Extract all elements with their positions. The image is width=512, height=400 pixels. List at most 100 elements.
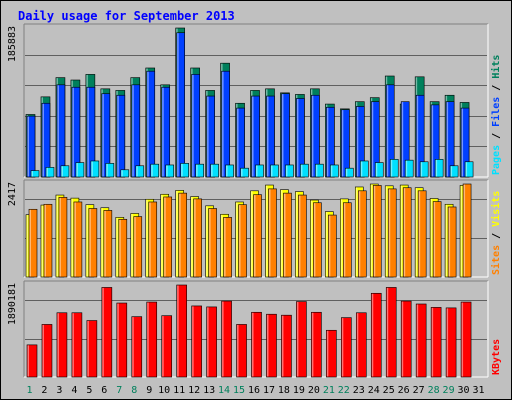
bar-pages-day-9 (150, 163, 160, 178)
bar-pages-day-17 (270, 164, 279, 178)
bar-highlight (29, 209, 31, 277)
bar-highlight (44, 204, 46, 277)
x-tick-label-day-22: 22 (338, 385, 350, 396)
bar-sites-day-18 (283, 192, 292, 278)
x-tick-label-day-2: 2 (41, 385, 47, 396)
bar-sites-day-1 (28, 208, 38, 278)
bar-kbytes-day-24 (370, 292, 382, 378)
legend-separator: / (491, 127, 502, 145)
bar-sites-day-4 (73, 201, 83, 278)
bar-highlight (239, 205, 241, 277)
bar-pages-day-11 (180, 163, 189, 178)
bar-highlight (313, 203, 316, 277)
bar-highlight (162, 87, 164, 177)
bar-sites-day-12 (193, 198, 202, 278)
x-tick-label-day-12: 12 (188, 385, 200, 396)
x-tick-label-day-17: 17 (263, 385, 275, 396)
bar-highlight (431, 105, 434, 177)
bar-kbytes-day-23 (355, 312, 367, 378)
bar-highlight (373, 185, 376, 277)
bar-sites-day-16 (253, 194, 262, 278)
bar-sites-day-13 (208, 208, 217, 278)
legend-pages: Pages (491, 145, 502, 175)
bar-pages-day-16 (255, 164, 264, 178)
bar-kbytes-day-22 (341, 317, 352, 378)
x-tick-label-day-8: 8 (131, 385, 137, 396)
bar-highlight (27, 345, 29, 377)
bar-kbytes-day-9 (146, 301, 158, 378)
bar-highlight (57, 85, 59, 177)
x-axis-day-labels: 1 2 3 4 5 6 7 8 9 10 11 12 13 14 15 16 17 18 19 20 21 22 23 24 2… (26, 385, 484, 396)
bar-highlight (89, 209, 91, 277)
bar-sites-day-5 (88, 208, 98, 278)
bar-highlight (340, 199, 343, 277)
x-tick-label-day-16: 16 (248, 385, 260, 396)
bar-highlight (149, 202, 151, 277)
bar-sites-day-22 (343, 202, 352, 278)
bar-highlight (328, 215, 331, 277)
bar-highlight (166, 165, 168, 177)
bar-highlight (221, 214, 223, 277)
bar-highlight (206, 206, 208, 277)
bar-highlight (386, 287, 389, 377)
bar-pages-day-22 (345, 167, 354, 178)
bar-pages-day-10 (165, 164, 175, 178)
bar-sites-day-14 (223, 217, 232, 278)
bar-highlight (420, 162, 423, 177)
bar-kbytes-day-8 (131, 316, 143, 378)
bar-highlight (463, 184, 466, 277)
bar-kbytes-day-19 (296, 301, 307, 378)
bar-highlight (86, 205, 88, 277)
bar-sites-day-19 (298, 194, 307, 278)
bar-highlight (237, 108, 239, 177)
bar-pages-day-8 (135, 165, 145, 178)
bar-kbytes-day-3 (56, 312, 68, 378)
bar-highlight (209, 209, 211, 277)
bar-kbytes-day-11 (176, 284, 187, 378)
bar-highlight (179, 193, 181, 277)
bar-highlight (358, 191, 361, 277)
bar-highlight (196, 164, 198, 177)
bar-highlight (295, 192, 298, 277)
bar-highlight (445, 204, 448, 277)
chart-panels: 185883 Pages / Files / Hits 2417 Sites / Vi… (7, 23, 502, 378)
bar-sites-day-20 (313, 202, 322, 278)
bar-highlight (57, 313, 59, 377)
bar-highlight (176, 190, 178, 277)
bar-sites-day-17 (268, 188, 277, 278)
bar-highlight (433, 202, 436, 277)
x-tick-label-day-29: 29 (443, 385, 455, 396)
bar-sites-day-2 (43, 203, 53, 278)
bar-pages-day-12 (195, 163, 204, 178)
x-tick-label-day-18: 18 (278, 385, 290, 396)
bar-kbytes-day-7 (116, 302, 128, 378)
bar-sites-day-9 (148, 201, 158, 278)
bar-sites-day-6 (103, 210, 113, 278)
bar-highlight (164, 197, 166, 277)
bar-highlight (72, 313, 74, 377)
bar-highlight (450, 166, 453, 177)
bar-highlight (256, 165, 258, 177)
bar-kbytes-day-15 (236, 324, 247, 378)
bar-highlight (27, 116, 29, 177)
bar-highlight (390, 159, 393, 177)
bar-highlight (266, 314, 269, 377)
bar-sites-day-28 (432, 201, 442, 278)
bar-pages-day-14 (225, 164, 234, 178)
bar-sites-day-3 (58, 197, 68, 278)
bar-highlight (91, 161, 93, 177)
bar-kbytes-day-29 (445, 307, 457, 378)
bar-highlight (87, 87, 89, 177)
bar-highlight (102, 94, 104, 177)
bar-highlight (461, 108, 464, 177)
x-tick-label-day-21: 21 (323, 385, 335, 396)
bar-highlight (405, 160, 408, 177)
bar-highlight (343, 203, 346, 277)
bar-highlight (281, 94, 284, 177)
bar-kbytes-day-30 (460, 301, 472, 378)
bar-highlight (330, 165, 333, 177)
bar-kbytes-day-20 (311, 311, 322, 378)
x-tick-label-day-10: 10 (158, 385, 170, 396)
x-tick-label-day-20: 20 (308, 385, 320, 396)
